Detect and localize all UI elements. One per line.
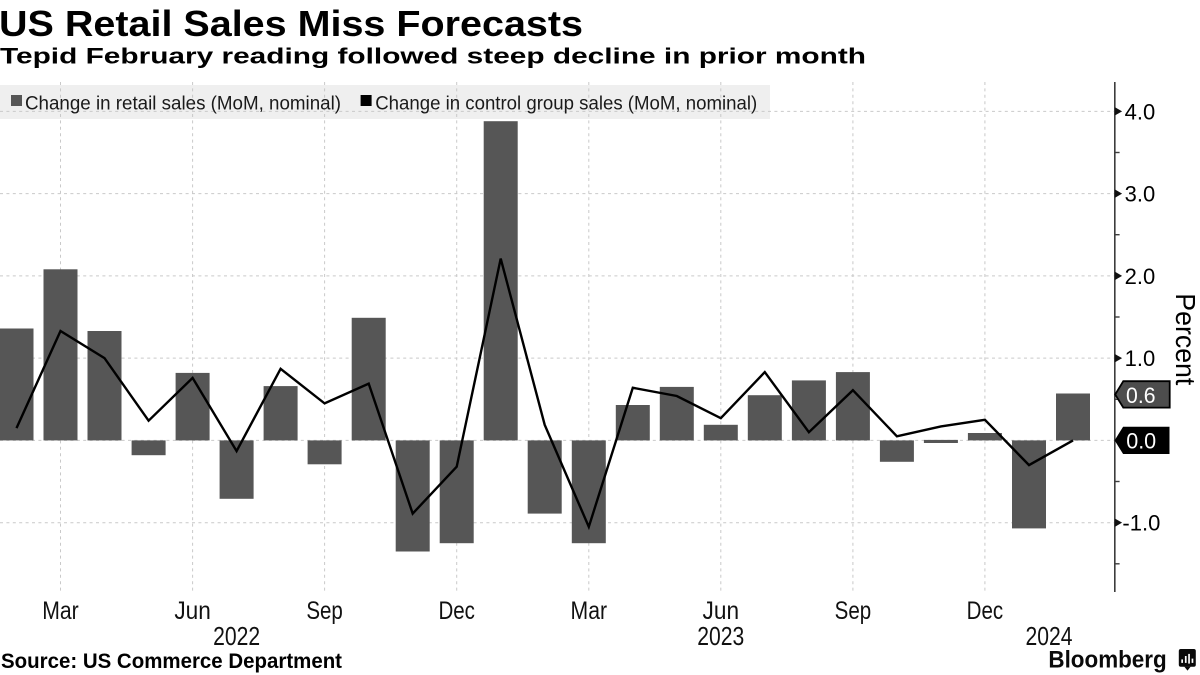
- svg-text:Bloomberg: Bloomberg: [1048, 647, 1166, 674]
- svg-text:Jun: Jun: [703, 597, 740, 625]
- svg-text:2024: 2024: [1026, 621, 1073, 651]
- svg-text:Tepid February reading followe: Tepid February reading followed steep de…: [0, 44, 866, 69]
- svg-text:Jun: Jun: [174, 597, 211, 625]
- svg-text:4.0: 4.0: [1125, 99, 1156, 124]
- svg-text:Mar: Mar: [571, 597, 608, 625]
- svg-text:0.6: 0.6: [1126, 383, 1156, 408]
- svg-text:2022: 2022: [213, 621, 260, 651]
- svg-text:Percent: Percent: [1170, 293, 1200, 385]
- svg-text:Sep: Sep: [306, 597, 343, 625]
- svg-text:2023: 2023: [697, 621, 744, 651]
- svg-text:Dec: Dec: [967, 597, 1004, 625]
- svg-text:US Retail Sales Miss Forecasts: US Retail Sales Miss Forecasts: [0, 3, 583, 44]
- svg-text:2.0: 2.0: [1125, 264, 1156, 289]
- svg-text:Change in control group sales: Change in control group sales (MoM, nomi…: [375, 94, 757, 115]
- svg-text:Source: US Commerce Department: Source: US Commerce Department: [1, 649, 342, 673]
- svg-text:1.0: 1.0: [1125, 346, 1156, 371]
- svg-text:0.0: 0.0: [1126, 429, 1156, 454]
- svg-text:Dec: Dec: [438, 597, 475, 625]
- svg-text:Mar: Mar: [42, 597, 79, 625]
- svg-text:3.0: 3.0: [1125, 182, 1156, 207]
- svg-text:-1.0: -1.0: [1122, 511, 1160, 536]
- svg-text:Sep: Sep: [835, 597, 872, 625]
- svg-text:Change in retail sales (MoM, n: Change in retail sales (MoM, nominal): [25, 94, 341, 115]
